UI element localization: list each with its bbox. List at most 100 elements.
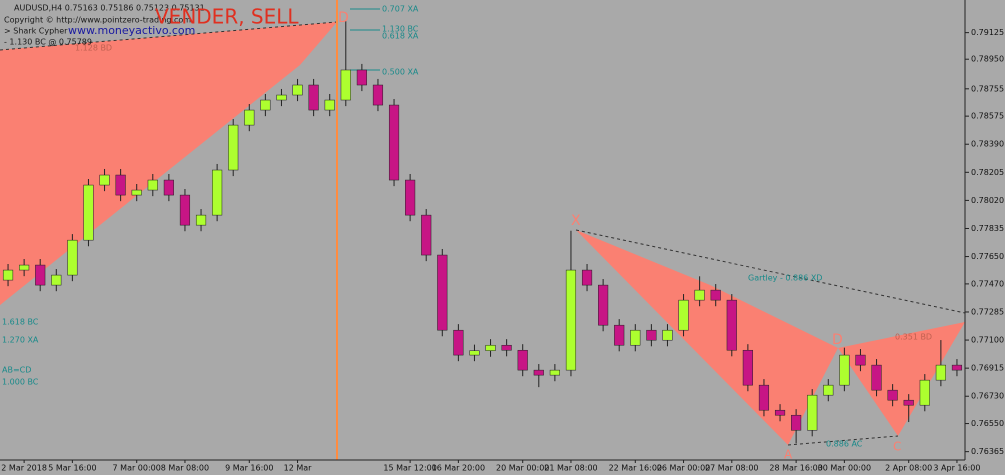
candle-body bbox=[710, 289, 721, 301]
candle-body bbox=[517, 349, 528, 371]
x-tick-label: 30 Mar 00:00 bbox=[818, 464, 871, 473]
y-tick-label: 0.78575 bbox=[971, 112, 1004, 121]
level-label: 0.707 XA bbox=[382, 5, 419, 14]
candle-body bbox=[372, 84, 384, 106]
level-label: 1.270 XA bbox=[2, 336, 39, 345]
x-tick-label: 28 Mar 16:00 bbox=[769, 464, 822, 473]
candle-body bbox=[195, 214, 207, 226]
candle-body bbox=[935, 364, 946, 381]
y-tick-label: 0.78390 bbox=[971, 140, 1004, 149]
candle-body bbox=[823, 384, 834, 396]
candle-body bbox=[694, 289, 705, 301]
candle-body bbox=[228, 124, 239, 171]
subtitle: Copyright © http://www.pointzero-trading… bbox=[4, 16, 191, 25]
candle-body bbox=[951, 364, 963, 371]
candle-body bbox=[308, 84, 319, 111]
candle-body bbox=[163, 179, 174, 196]
candle-body bbox=[179, 194, 191, 226]
candle-body bbox=[51, 274, 62, 286]
signal: VENDER, SELL bbox=[155, 5, 299, 29]
point-label: A bbox=[784, 448, 793, 462]
candle-body bbox=[421, 214, 432, 256]
level-label: 0.886 AC bbox=[826, 440, 863, 449]
pattern-shape bbox=[576, 230, 838, 445]
candle-body bbox=[388, 104, 400, 181]
point-label: X bbox=[571, 213, 581, 229]
y-tick-label: 0.76365 bbox=[971, 447, 1004, 456]
candle-body bbox=[598, 284, 609, 326]
candle-body bbox=[614, 324, 625, 346]
candle-body bbox=[469, 350, 480, 356]
y-tick-label: 0.77650 bbox=[971, 252, 1004, 261]
y-tick-label: 0.77835 bbox=[971, 224, 1004, 233]
candle-body bbox=[903, 399, 914, 406]
level-label: 0.618 XA bbox=[382, 32, 419, 41]
candle-body bbox=[212, 169, 223, 216]
x-tick-label: 22 Mar 16:00 bbox=[609, 464, 662, 473]
candle-body bbox=[919, 379, 930, 406]
candle-body bbox=[244, 109, 255, 126]
candle-body bbox=[35, 264, 46, 286]
candle-body bbox=[340, 69, 351, 101]
x-tick-label: 2 Apr 08:00 bbox=[885, 464, 932, 473]
y-tick-label: 0.77285 bbox=[971, 307, 1004, 316]
candle-body bbox=[887, 389, 898, 401]
candle-body bbox=[405, 179, 416, 216]
dashed-line bbox=[787, 435, 899, 446]
candle-body bbox=[678, 299, 689, 331]
level-label: 1.000 BC bbox=[2, 378, 39, 387]
x-tick-label: 27 Mar 08:00 bbox=[705, 464, 758, 473]
candle-body bbox=[67, 239, 78, 276]
x-tick-label: 26 Mar 00:00 bbox=[657, 464, 710, 473]
candle-body bbox=[791, 414, 802, 431]
candle-body bbox=[855, 354, 866, 366]
y-tick-label: 0.76915 bbox=[971, 364, 1004, 373]
candle-body bbox=[742, 349, 753, 386]
x-tick-label: 7 Mar 00:00 bbox=[113, 464, 161, 473]
candle-body bbox=[485, 344, 496, 351]
candle-body bbox=[292, 84, 303, 96]
candle-body bbox=[453, 329, 464, 356]
candle-body bbox=[726, 299, 737, 351]
dashed-line bbox=[0, 21, 338, 51]
point-label: D bbox=[338, 10, 349, 26]
y-tick-label: 0.77470 bbox=[971, 279, 1004, 288]
indicator-note: - 1.130 BC @ 0.75789 bbox=[4, 38, 92, 47]
x-tick-label: 3 Apr 16:00 bbox=[933, 464, 980, 473]
candle-body bbox=[646, 329, 657, 341]
level-label: Gartley - 0.886 XD bbox=[748, 274, 822, 283]
x-tick-label: 9 Mar 16:00 bbox=[225, 464, 273, 473]
level-label: 0.500 XA bbox=[382, 68, 419, 77]
candles bbox=[2, 21, 963, 444]
x-tick-label: 16 Mar 20:00 bbox=[432, 464, 485, 473]
candle-body bbox=[662, 329, 673, 341]
x-tick-label: 20 Mar 00:00 bbox=[496, 464, 549, 473]
level-label: 0.351 BD bbox=[895, 333, 932, 342]
level-label: 1.618 BC bbox=[2, 318, 39, 327]
candle-body bbox=[147, 179, 158, 191]
y-tick-label: 0.78205 bbox=[971, 168, 1004, 177]
x-tick-label: 2 Mar 2018 bbox=[1, 464, 47, 473]
candle-body bbox=[2, 269, 14, 281]
level-label: 1.130 BC bbox=[382, 25, 419, 34]
candle-body bbox=[549, 369, 560, 376]
dashed-line bbox=[575, 229, 966, 314]
y-tick-label: 0.78755 bbox=[971, 84, 1004, 93]
candle-body bbox=[276, 94, 287, 101]
point-label: C bbox=[893, 440, 901, 454]
y-tick-label: 0.76730 bbox=[971, 392, 1004, 401]
y-tick-label: 0.77100 bbox=[971, 336, 1004, 345]
candle-body bbox=[565, 269, 577, 371]
candle-body bbox=[630, 329, 641, 346]
candle-body bbox=[758, 384, 770, 411]
level-label: 1.128 BD bbox=[75, 44, 112, 53]
chart-title: AUDUSD,H4 0.75163 0.75186 0.75123 0.7513… bbox=[14, 4, 205, 13]
point-label: D bbox=[832, 332, 843, 348]
candle-body bbox=[774, 409, 786, 416]
candle-body bbox=[260, 99, 271, 111]
level-label: AB=CD bbox=[2, 366, 31, 375]
candle-body bbox=[99, 174, 110, 186]
candle-body bbox=[501, 344, 512, 351]
